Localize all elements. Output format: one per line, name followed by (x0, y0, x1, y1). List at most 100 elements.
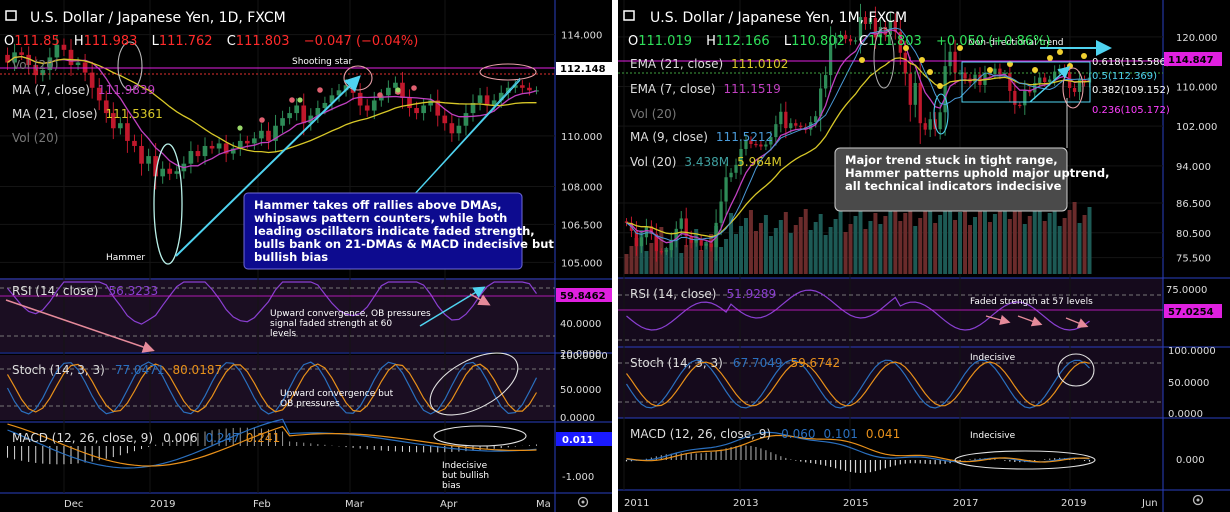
volume-bar (798, 217, 803, 274)
left-price-axis: 114.000 110.000 108.000 106.500 105.000 (561, 31, 602, 270)
volume-bar (684, 245, 689, 274)
candle-body (146, 156, 151, 164)
volume-bar (918, 218, 923, 274)
left-open-value: 111.85 (14, 34, 60, 49)
volume-bar (1067, 210, 1072, 274)
ma-touch-dot (987, 67, 993, 73)
volume-bar (818, 214, 823, 274)
left-collapse-icon[interactable] (5, 10, 17, 21)
left-ma21-line (7, 55, 537, 154)
right-rsi-last-value: 57.0254 (1168, 307, 1214, 318)
candle-body (1033, 83, 1037, 93)
volume-bar (868, 221, 873, 274)
volume-bar (853, 216, 858, 274)
left-legend-ma7: MA (7, close) 111.9839 (12, 83, 155, 97)
candle-body (868, 18, 873, 24)
price-tick-label: 105.000 (561, 258, 602, 269)
candle-body (769, 137, 773, 145)
right-time-tick: 2011 (624, 498, 649, 509)
volume-bar (1012, 211, 1017, 274)
candle-body (33, 65, 39, 76)
candle-body (649, 226, 654, 234)
candle-body (739, 148, 743, 165)
candle-body (893, 21, 897, 32)
candle-body (68, 49, 74, 66)
left-time-tick: Apr (440, 499, 458, 510)
candle-body (948, 51, 952, 67)
right-low-label: L (784, 34, 792, 49)
ma-touch-dot (289, 97, 295, 103)
right-macd-histogram (625, 445, 1091, 474)
price-tick-label: 102.000 (1176, 122, 1217, 133)
volume-bar (913, 226, 918, 274)
right-stoch-axis-100: 100.0000 (1168, 346, 1216, 357)
candle-body (280, 118, 285, 126)
ma-touch-dot (919, 57, 925, 63)
candle-body (520, 85, 525, 88)
volume-bar (933, 223, 938, 274)
candle-body (704, 243, 708, 246)
right-ohlc: O111.019 H112.166 L110.802 C111.803 +0.0… (628, 34, 1051, 49)
ma-touch-dot (957, 45, 963, 51)
right-rsi-axis-75: 75.0000 (1166, 285, 1207, 296)
right-settings-icon[interactable] (1192, 494, 1204, 506)
left-settings-icon[interactable] (577, 496, 589, 508)
right-open-label: O (628, 34, 638, 49)
left-low-label: L (152, 34, 160, 49)
left-high-label: H (74, 34, 84, 49)
right-fib-0382: 0.382(109.152) (1092, 85, 1170, 96)
right-rsi-line (626, 289, 1090, 331)
ma-touch-dot (317, 87, 323, 93)
candle-body (477, 95, 483, 103)
right-collapse-icon[interactable] (623, 10, 635, 21)
price-tick-label: 110.000 (1176, 82, 1217, 93)
candle-body (794, 123, 798, 126)
candle-body (863, 17, 868, 24)
candle-body (823, 75, 828, 89)
right-top-ellipse (873, 27, 895, 89)
candle-body (407, 97, 412, 109)
candle-body (294, 105, 300, 114)
volume-bar (734, 234, 739, 274)
right-stoch-legend: Stoch (14, 3, 3) 67.7049 59.6742 (630, 356, 840, 370)
candle-body (1038, 77, 1042, 84)
price-tick-label: 110.000 (561, 132, 602, 143)
left-ohlc: O111.85 H111.983 L111.762 C111.803 −0.04… (4, 34, 418, 49)
candle-body (139, 145, 144, 164)
right-non-directional-label: Non-directional trend (968, 38, 1064, 48)
volume-bar (903, 213, 908, 274)
right-ma-touch-dots (859, 45, 1087, 89)
candle-body (729, 172, 733, 178)
right-stoch-note: Indecisive (970, 353, 1016, 363)
candle-body (442, 115, 448, 124)
candle-body (1072, 87, 1077, 92)
left-rsi-axis-40: 40.0000 (560, 319, 601, 330)
candle-body (527, 87, 532, 91)
candle-body (259, 130, 264, 139)
candle-body (1057, 68, 1062, 72)
candle-body (754, 144, 758, 146)
candle-body (634, 230, 639, 247)
candle-body (301, 105, 307, 124)
candle-body (75, 62, 81, 66)
left-panel: Hammer Shooting star Hammer takes off ra… (0, 0, 612, 512)
candle-body (853, 40, 858, 42)
candle-body (223, 143, 229, 154)
candle-body (195, 151, 201, 157)
candle-body (1067, 72, 1072, 88)
candle-body (435, 100, 441, 116)
right-price-axis: 120.000 110.000 102.000 94.000 86.500 80.500 7… (1176, 33, 1217, 265)
volume-bar (888, 208, 893, 274)
candle-body (759, 144, 763, 147)
right-macd-ellipse (954, 450, 1096, 470)
volume-bar (898, 221, 903, 274)
right-fib-0236: 0.236(105.172) (1092, 105, 1170, 116)
left-macd-note: Indecisive but bullish bias (442, 461, 489, 491)
candle-body (174, 171, 180, 174)
volume-bar (629, 246, 634, 274)
volume-bar (878, 224, 883, 274)
candle-body (1013, 90, 1017, 105)
candle-body (118, 123, 123, 129)
left-last-price-value: 112.148 (560, 64, 606, 75)
